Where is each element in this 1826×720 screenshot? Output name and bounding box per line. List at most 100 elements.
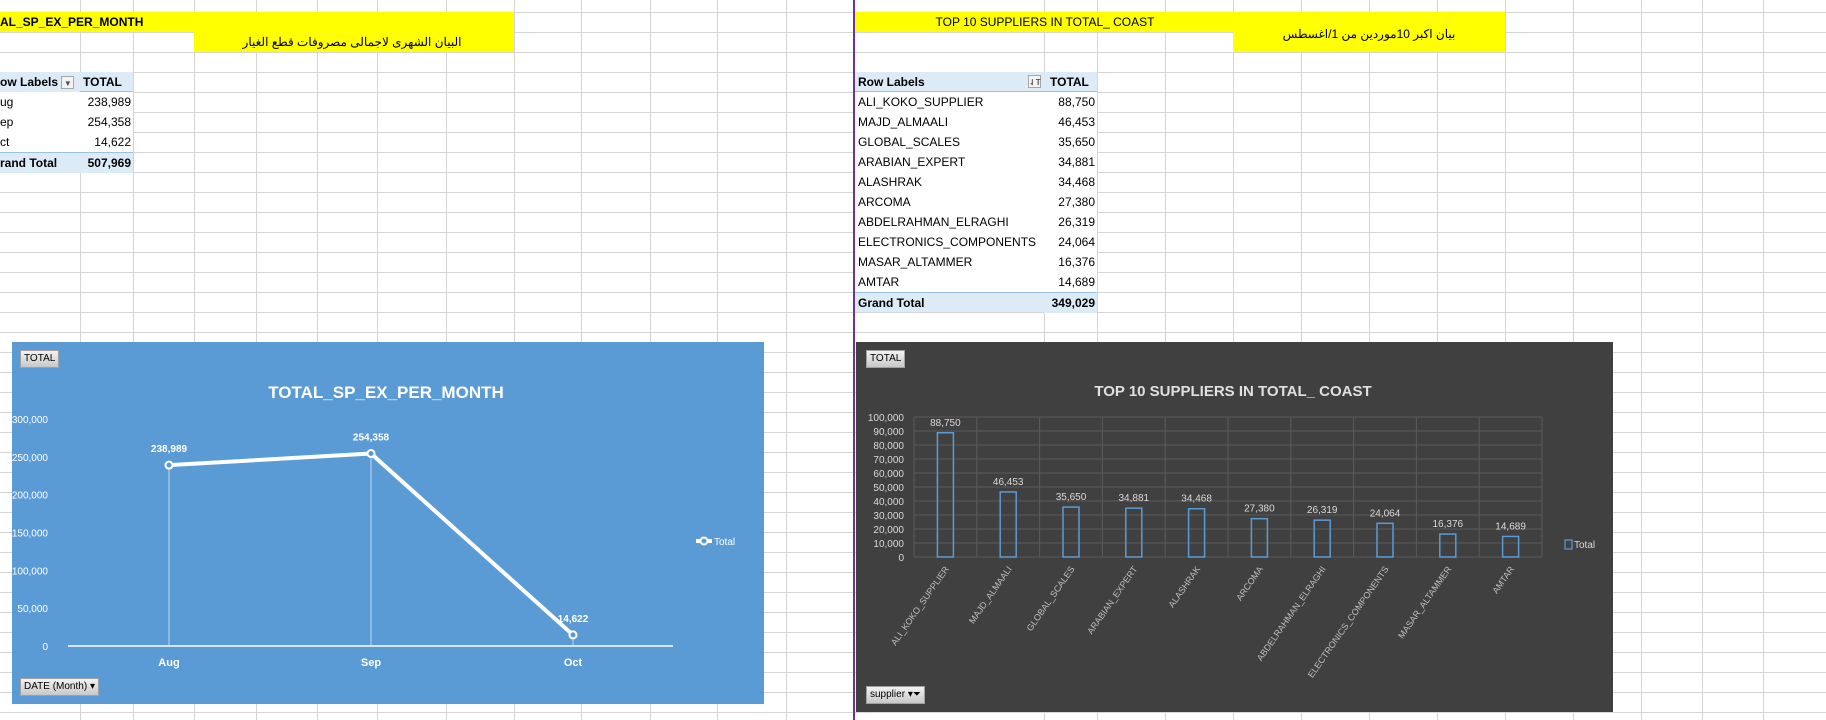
bar [1439,533,1457,558]
pivot-row-label[interactable]: ABDELRAHMAN_ELRAGHI [855,212,1044,232]
y-tick-label: 300,000 [12,415,48,426]
pivot-row-value: 34,881 [1044,152,1097,172]
bar [1062,506,1080,558]
chart-title: TOTAL_SP_EX_PER_MONTH [268,383,504,402]
bar [1187,507,1206,558]
pivot-row-value: 14,689 [1044,272,1097,292]
left-title-text: AL_SP_EX_PER_MONTH [0,15,144,29]
pivot-row-label[interactable]: ug [0,92,80,112]
bar-chart-top-suppliers[interactable]: TOP 10 SUPPLIERS IN TOTAL_ COAST 0 10,000 2… [856,342,1613,712]
left-pivot-header-value: TOTAL [80,72,133,92]
y-tick-label: 80,000 [873,441,904,452]
data-point [568,630,578,640]
legend-marker-icon [1564,539,1573,550]
y-tick-label: 0 [898,553,904,564]
header-label-text: ow Labels [0,75,59,89]
chart-area [856,342,1613,712]
data-label: 238,989 [151,444,188,455]
data-label: 24,064 [1370,508,1401,519]
line-chart-monthly-total[interactable]: TOTAL_SP_EX_PER_MONTH 0 50,000 100,000 150,0… [12,342,764,704]
y-tick-label: 250,000 [12,453,48,464]
y-tick-label: 50,000 [17,604,48,615]
right-subtitle-text: بيان اكبر 10موردين من 1/اغسطس [1282,27,1456,41]
pivot-row-value: 35,650 [1044,132,1097,152]
data-label: 34,468 [1181,494,1212,505]
data-label: 88,750 [930,418,961,429]
pivot-row-label[interactable]: GLOBAL_SCALES [855,132,1044,152]
bar [936,432,955,558]
pivot-row-label[interactable]: AMTAR [855,272,1044,292]
right-title-text: TOP 10 SUPPLIERS IN TOTAL_ COAST [935,15,1155,29]
bar [1376,522,1394,558]
pivot-row-value: 27,380 [1044,192,1097,212]
y-tick-label: 30,000 [873,511,904,522]
data-label: 254,358 [353,433,390,444]
data-label: 14,689 [1495,521,1526,532]
y-tick-label: 10,000 [873,539,904,550]
pivot-row-value: 34,468 [1044,172,1097,192]
data-label: 16,376 [1433,519,1464,530]
pivot-row-value: 16,376 [1044,252,1097,272]
y-tick-label: 0 [42,642,48,653]
right-subtitle-banner[interactable] [1233,32,1505,52]
x-tick-label: Oct [564,657,583,669]
chart2-axis-field-button[interactable]: supplier ▾⏷ [866,686,925,704]
pivot-row-value: 26,319 [1044,212,1097,232]
y-tick-label: 40,000 [873,497,904,508]
filter-dropdown-icon[interactable]: ▼ [61,76,75,90]
pivot-row-value: 88,750 [1044,92,1097,112]
data-label: 26,319 [1307,505,1338,516]
chart2-value-field-button[interactable]: TOTAL [866,350,906,368]
page-break-line [853,0,855,720]
pivot-row-label[interactable]: MASAR_ALTAMMER [855,252,1044,272]
pivot-row-label[interactable]: ARABIAN_EXPERT [855,152,1044,172]
left-title-banner[interactable] [0,12,514,32]
y-tick-label: 100,000 [12,566,48,577]
pivot-row-value: 254,358 [80,112,133,132]
pivot-row-label[interactable]: ALI_KOKO_SUPPLIER [855,92,1044,112]
pivot-row-label[interactable]: ARCOMA [855,192,1044,212]
bar [1313,519,1331,558]
y-tick-label: 100,000 [868,413,905,424]
pivot-row-value: 14,622 [80,132,133,152]
pivot-row-label[interactable]: MAJD_ALMAALI [855,112,1044,132]
data-label: 14,622 [558,614,589,625]
y-tick-label: 200,000 [12,491,48,502]
pivot-row-value: 46,453 [1044,112,1097,132]
chart-area [12,342,764,704]
right-grand-total-label: Grand Total [855,292,1044,312]
legend-marker-icon [699,536,709,546]
data-point [164,460,174,470]
y-tick-label: 50,000 [873,483,904,494]
bar [1250,517,1269,558]
right-title-banner[interactable] [855,12,1505,32]
left-grand-total-label: rand Total [0,152,80,173]
y-tick-label: 90,000 [873,427,904,438]
data-label: 27,380 [1244,504,1275,515]
data-label: 34,881 [1119,493,1150,504]
pivot-row-value: 238,989 [80,92,133,112]
pivot-row-label[interactable]: ct [0,132,80,152]
chart1-axis-field-button[interactable]: DATE (Month) ▾ [20,678,99,696]
axis-field-label: DATE (Month) [24,681,88,692]
right-pivot-header-label: Row Labels ⇃T [855,72,1044,92]
chart1-value-field-button[interactable]: TOTAL [20,350,60,368]
y-tick-label: 150,000 [12,529,48,540]
legend-label: Total [1574,540,1595,551]
chart-title: TOP 10 SUPPLIERS IN TOTAL_ COAST [1094,383,1371,400]
data-label: 35,650 [1056,492,1087,503]
bar [999,491,1017,558]
pivot-row-label[interactable]: ALASHRAK [855,172,1044,192]
left-subtitle-banner[interactable] [194,32,514,52]
dropdown-arrow-icon: ▾ [89,681,95,692]
y-tick-label: 20,000 [873,525,904,536]
filter-icon: ▾⏷ [907,689,921,700]
axis-field-label: supplier [870,689,906,700]
pivot-row-label[interactable]: ep [0,112,80,132]
left-pivot-header-label: ow Labels ▼ [0,72,80,93]
pivot-row-value: 24,064 [1044,232,1097,252]
pivot-row-label[interactable]: ELECTRONICS_COMPONENTS [855,232,1044,252]
data-point [366,449,376,459]
sort-filter-icon[interactable]: ⇃T [1028,75,1041,88]
right-pivot-header-value: TOTAL [1044,72,1097,92]
